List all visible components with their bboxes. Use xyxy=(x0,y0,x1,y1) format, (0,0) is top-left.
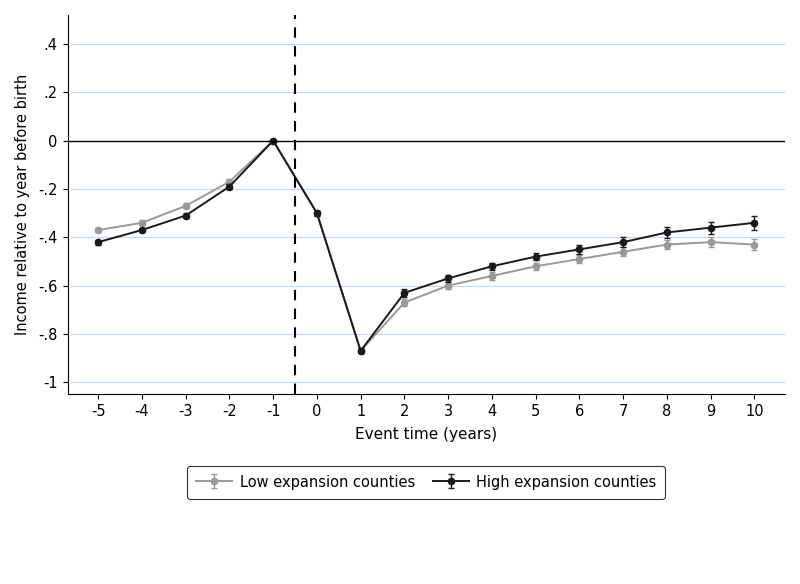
Legend: Low expansion counties, High expansion counties: Low expansion counties, High expansion c… xyxy=(187,466,666,499)
X-axis label: Event time (years): Event time (years) xyxy=(355,427,498,443)
Y-axis label: Income relative to year before birth: Income relative to year before birth xyxy=(15,74,30,335)
